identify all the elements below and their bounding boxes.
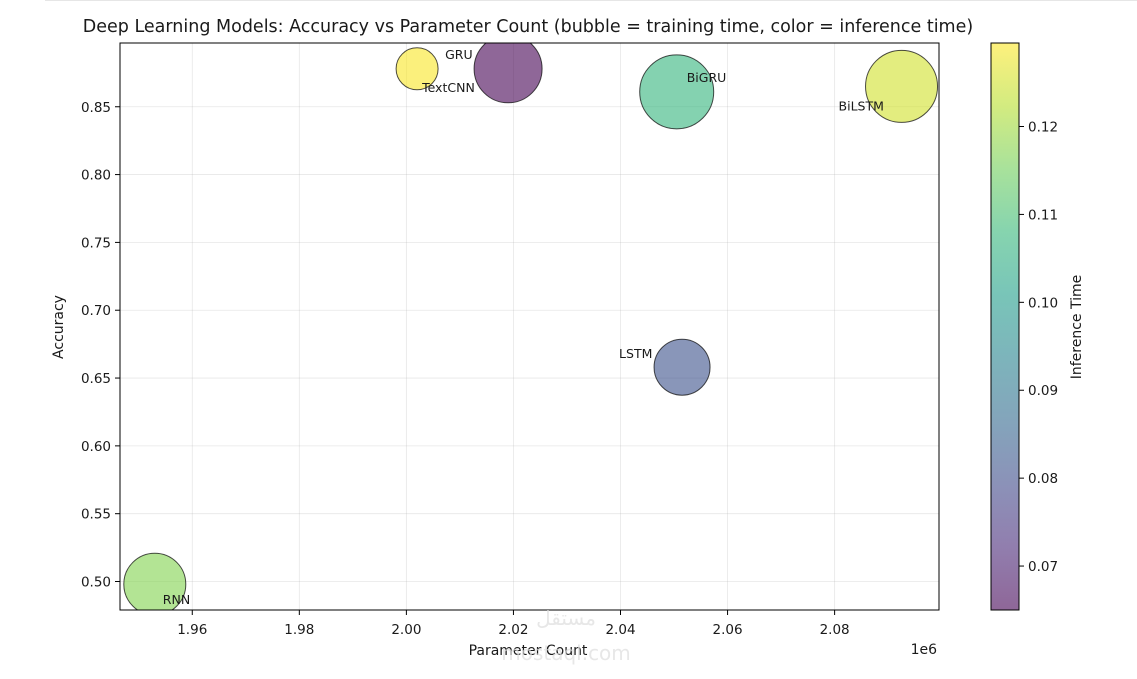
grid xyxy=(120,43,939,610)
x-axis-label: Parameter Count xyxy=(469,643,588,659)
y-tick-label: 0.75 xyxy=(81,235,111,251)
x-axis-offset: 1e6 xyxy=(911,642,938,658)
x-tick-label: 2.04 xyxy=(605,622,635,638)
chart-title: Deep Learning Models: Accuracy vs Parame… xyxy=(83,17,973,37)
colorbar-label: Inference Time xyxy=(1069,275,1085,380)
colorbar-tick-label: 0.07 xyxy=(1028,559,1058,575)
label-lstm: LSTM xyxy=(619,346,652,361)
bubble-lstm xyxy=(653,338,711,396)
label-bigru: BiGRU xyxy=(687,70,727,85)
y-tick-label: 0.55 xyxy=(81,507,111,523)
bubble-gru xyxy=(395,47,439,91)
colorbar-tick-label: 0.08 xyxy=(1028,471,1058,487)
bubble-textcnn xyxy=(473,43,543,104)
bubbles xyxy=(123,43,939,610)
y-tick-label: 0.50 xyxy=(81,575,111,591)
y-tick-label: 0.60 xyxy=(81,439,111,455)
x-tick-label: 2.06 xyxy=(713,622,743,638)
colorbar xyxy=(990,42,1020,611)
bubble-labels: RNN GRU TextCNN BiGRU LSTM BiLSTM xyxy=(163,47,884,607)
colorbar-tick-label: 0.09 xyxy=(1028,383,1058,399)
watermark-script: مستقل xyxy=(536,606,596,630)
y-axis-label: Accuracy xyxy=(51,295,67,359)
watermark: مستقل mostaql.com xyxy=(501,606,631,665)
bubble-bigru xyxy=(639,54,715,130)
watermark-latin: mostaql.com xyxy=(501,641,631,665)
colorbar-tick-label: 0.10 xyxy=(1028,295,1058,311)
x-tick-label: 2.08 xyxy=(820,622,850,638)
top-divider xyxy=(45,0,1137,1)
colorbar-tick-label: 0.11 xyxy=(1028,207,1058,223)
plot-frame xyxy=(119,42,940,611)
colorbar-tick-label: 0.12 xyxy=(1028,120,1058,136)
label-rnn: RNN xyxy=(163,592,190,607)
x-tick-label: 1.98 xyxy=(284,622,314,638)
x-tick-label: 2.00 xyxy=(391,622,421,638)
label-bilstm: BiLSTM xyxy=(839,98,884,113)
y-tick-label: 0.70 xyxy=(81,303,111,319)
colorbar-ticks: 0.07 0.08 0.09 0.10 0.11 0.12 xyxy=(1019,120,1058,575)
x-tick-label: 1.96 xyxy=(177,622,207,638)
x-tick-label: 2.02 xyxy=(498,622,528,638)
x-axis-ticks: 1.96 1.98 2.00 2.02 2.04 2.06 2.08 xyxy=(177,610,850,638)
y-axis-ticks: 0.50 0.55 0.60 0.65 0.70 0.75 0.80 0.85 xyxy=(81,100,120,591)
label-textcnn: TextCNN xyxy=(421,80,475,95)
bubble-rnn xyxy=(123,552,187,610)
bubble-bilstm xyxy=(865,49,939,123)
label-gru: GRU xyxy=(445,47,473,62)
y-tick-label: 0.85 xyxy=(81,100,111,116)
y-tick-label: 0.80 xyxy=(81,168,111,184)
y-tick-label: 0.65 xyxy=(81,371,111,387)
